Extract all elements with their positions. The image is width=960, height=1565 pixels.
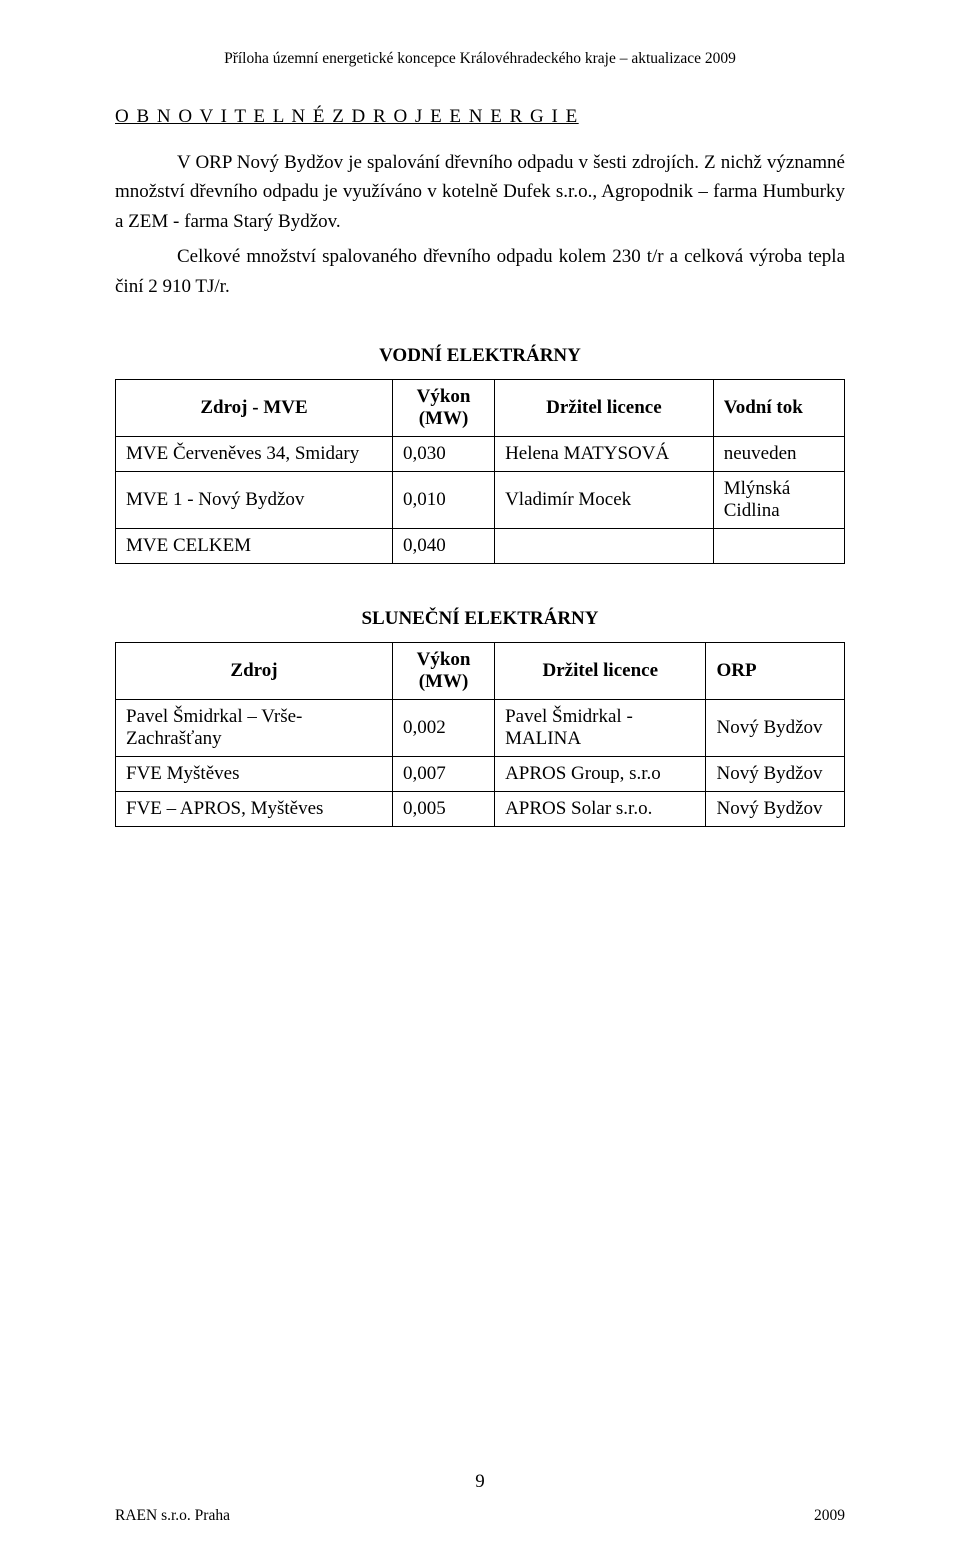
cell-holder: Pavel Šmidrkal - MALINA (495, 700, 706, 757)
cell-stream: Mlýnská Cidlina (713, 472, 844, 529)
cell-orp: Nový Bydžov (706, 792, 845, 827)
table-row: MVE CELKEM 0,040 (116, 529, 845, 564)
paragraph-1: V ORP Nový Bydžov je spalování dřevního … (115, 148, 845, 236)
cell-holder: APROS Solar s.r.o. (495, 792, 706, 827)
cell-holder: APROS Group, s.r.o (495, 757, 706, 792)
col-orp: ORP (706, 643, 845, 700)
document-header: Příloha územní energetické koncepce Král… (115, 50, 845, 68)
cell-source: FVE Myštěves (116, 757, 393, 792)
cell-power: 0,007 (393, 757, 495, 792)
paragraph-2-text: Celkové množství spalovaného dřevního od… (115, 246, 845, 296)
solar-table-title: SLUNEČNÍ ELEKTRÁRNY (115, 608, 845, 630)
col-stream: Vodní tok (713, 380, 844, 437)
col-source: Zdroj (116, 643, 393, 700)
table-header-row: Zdroj - MVE Výkon (MW) Držitel licence V… (116, 380, 845, 437)
cell-power: 0,005 (393, 792, 495, 827)
col-power: Výkon (MW) (393, 643, 495, 700)
cell-holder: Helena MATYSOVÁ (495, 437, 714, 472)
cell-orp: Nový Bydžov (706, 700, 845, 757)
hydro-table-title: VODNÍ ELEKTRÁRNY (115, 345, 845, 367)
page-number: 9 (0, 1471, 960, 1493)
cell-orp: Nový Bydžov (706, 757, 845, 792)
page: Příloha územní energetické koncepce Král… (0, 0, 960, 1565)
cell-power: 0,040 (393, 529, 495, 564)
table-row: Pavel Šmidrkal – Vrše-Zachrašťany 0,002 … (116, 700, 845, 757)
footer-left: RAEN s.r.o. Praha (115, 1507, 230, 1525)
cell-source: FVE – APROS, Myštěves (116, 792, 393, 827)
cell-source: MVE CELKEM (116, 529, 393, 564)
cell-power: 0,002 (393, 700, 495, 757)
table-row: FVE – APROS, Myštěves 0,005 APROS Solar … (116, 792, 845, 827)
table-row: FVE Myštěves 0,007 APROS Group, s.r.o No… (116, 757, 845, 792)
cell-stream: neuveden (713, 437, 844, 472)
table-header-row: Zdroj Výkon (MW) Držitel licence ORP (116, 643, 845, 700)
cell-holder (495, 529, 714, 564)
section-title: O B N O V I T E L N É Z D R O J E E N E … (115, 106, 845, 128)
col-holder: Držitel licence (495, 643, 706, 700)
cell-power: 0,030 (393, 437, 495, 472)
cell-source: Pavel Šmidrkal – Vrše-Zachrašťany (116, 700, 393, 757)
footer-right: 2009 (814, 1507, 845, 1525)
table-row: MVE 1 - Nový Bydžov 0,010 Vladimír Mocek… (116, 472, 845, 529)
col-source: Zdroj - MVE (116, 380, 393, 437)
solar-table: Zdroj Výkon (MW) Držitel licence ORP Pav… (115, 642, 845, 827)
footer: RAEN s.r.o. Praha 2009 (115, 1507, 845, 1525)
cell-power: 0,010 (393, 472, 495, 529)
col-holder: Držitel licence (495, 380, 714, 437)
cell-source: MVE 1 - Nový Bydžov (116, 472, 393, 529)
cell-holder: Vladimír Mocek (495, 472, 714, 529)
paragraph-1-text: V ORP Nový Bydžov je spalování dřevního … (115, 152, 845, 232)
table-row: MVE Červeněves 34, Smidary 0,030 Helena … (116, 437, 845, 472)
col-power: Výkon (MW) (393, 380, 495, 437)
hydro-table: Zdroj - MVE Výkon (MW) Držitel licence V… (115, 379, 845, 564)
paragraph-2: Celkové množství spalovaného dřevního od… (115, 242, 845, 301)
cell-source: MVE Červeněves 34, Smidary (116, 437, 393, 472)
cell-stream (713, 529, 844, 564)
